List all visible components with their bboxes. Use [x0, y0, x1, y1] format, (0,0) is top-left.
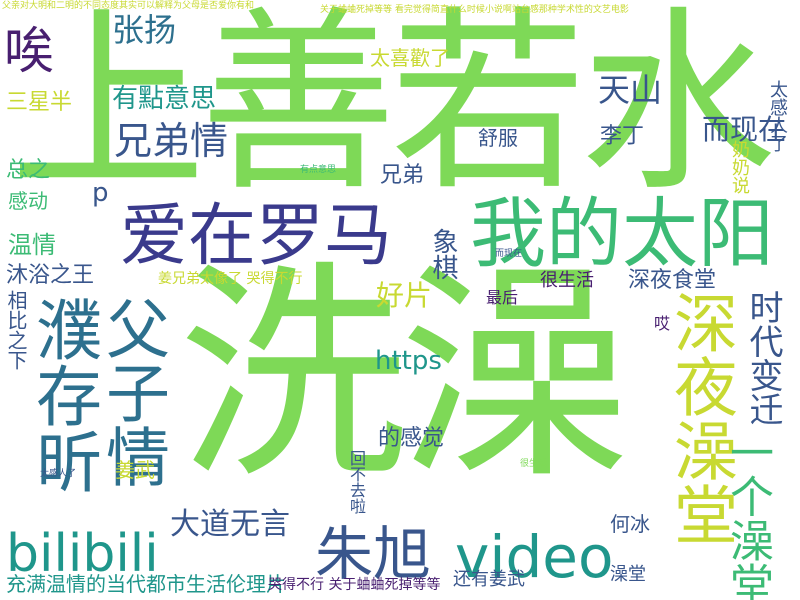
word-xi-zao: 洗澡	[178, 243, 630, 510]
word-bottom-phrase: 充满温情的当代都市生活伦理片	[6, 572, 286, 596]
word-tiny-c: 很生活	[520, 459, 548, 469]
word-hui-bu-qu-la: 回不去啦	[347, 450, 366, 514]
word-yi-ge-zao-tang: 一个澡堂	[722, 430, 773, 600]
word-zhu-xu: 朱旭	[315, 520, 432, 588]
word-gan-dong: 感动	[8, 189, 48, 213]
word-san-xing-ban: 三星半	[6, 90, 73, 115]
word-zao-tang: 澡堂	[610, 564, 646, 585]
word-tiny-a: 而现在	[495, 249, 523, 259]
word-xiang-qi: 象棋	[428, 228, 458, 280]
word-ai-zai-luoma: 爱在罗马	[120, 197, 393, 276]
word-video: video	[455, 523, 614, 591]
word-er-xian-zai: 而现在	[702, 113, 787, 146]
word-pu-cun-xin: 濮存昕	[25, 296, 102, 494]
word-tai-gan-ren-le: 太感人了	[767, 80, 788, 152]
word-zhang-yang: 张扬	[112, 11, 177, 49]
word-tai-xi-huan-le: 太喜歡了	[370, 46, 450, 70]
word-zong-zhi: 总之	[6, 158, 51, 183]
word-shen-ye-zao-tang: 深夜澡堂	[663, 290, 737, 546]
word-jiang-xiong-di: 姜兄弟太像了 哭得不行	[158, 271, 303, 287]
word-li-ding: 李丁	[600, 124, 645, 149]
word-wo-de-taiyang: 我的太阳	[470, 189, 774, 278]
word-shen-ye-shi-tang: 深夜食堂	[628, 268, 717, 293]
word-tiny-d: 太感人了	[40, 469, 77, 479]
word-mu-yu-zhi-wang: 沐浴之王	[6, 263, 95, 288]
word-nai-nai-shuo: 奶奶说	[729, 140, 750, 194]
word-fu-zi-qing: 父子情	[95, 296, 169, 488]
word-he-bing: 何冰	[610, 512, 650, 536]
word-https: https	[375, 346, 442, 376]
word-da-dao-wu-yan: 大道无言	[170, 507, 290, 542]
word-you-dian-yi-si: 有點意思	[112, 84, 217, 114]
word-top-tiny2: 关于蛐蛐死掉等等 看完觉得简直什么时候小说啊站台感那种学术性的文艺电影	[320, 5, 629, 15]
word-shu-fu: 舒服	[478, 126, 518, 150]
word-hai-you-jiang-wu: 还有姜武	[453, 569, 525, 590]
word-xiang-bi-zhi-xia: 相比之下	[4, 290, 28, 370]
word-ai: 唉	[4, 22, 54, 80]
word-bilibili: bilibili	[6, 524, 159, 584]
word-zui-hou: 最后	[486, 288, 519, 307]
word-ai2: 哎	[654, 314, 671, 333]
word-shi-dai-bian-qian: 时代变迁	[743, 290, 783, 426]
word-wen-qing: 温情	[8, 231, 56, 259]
word-p: p	[92, 178, 109, 208]
word-hao-pian: 好片	[376, 279, 433, 312]
word-bottom-phrase2: 哭得不行 关于蛐蛐死掉等等	[268, 577, 441, 593]
word-xiong-di-qing: 兄弟情	[114, 119, 229, 163]
word-de-gan-jue: 的感觉	[378, 426, 445, 451]
word-tian-shan: 天山	[598, 71, 663, 109]
word-top-tiny: 父亲对大明和二明的不同态度其实可以解释为父母是否爱你有和	[2, 1, 255, 11]
word-hen-sheng-huo: 很生活	[540, 270, 594, 291]
word-tiny-b: 有点意思	[300, 165, 337, 175]
word-jiang-wu: 姜武	[115, 458, 155, 482]
word-shang-shan-ruo-shui: 上善若水	[10, 0, 776, 218]
word-xiong-di: 兄弟	[380, 163, 425, 188]
